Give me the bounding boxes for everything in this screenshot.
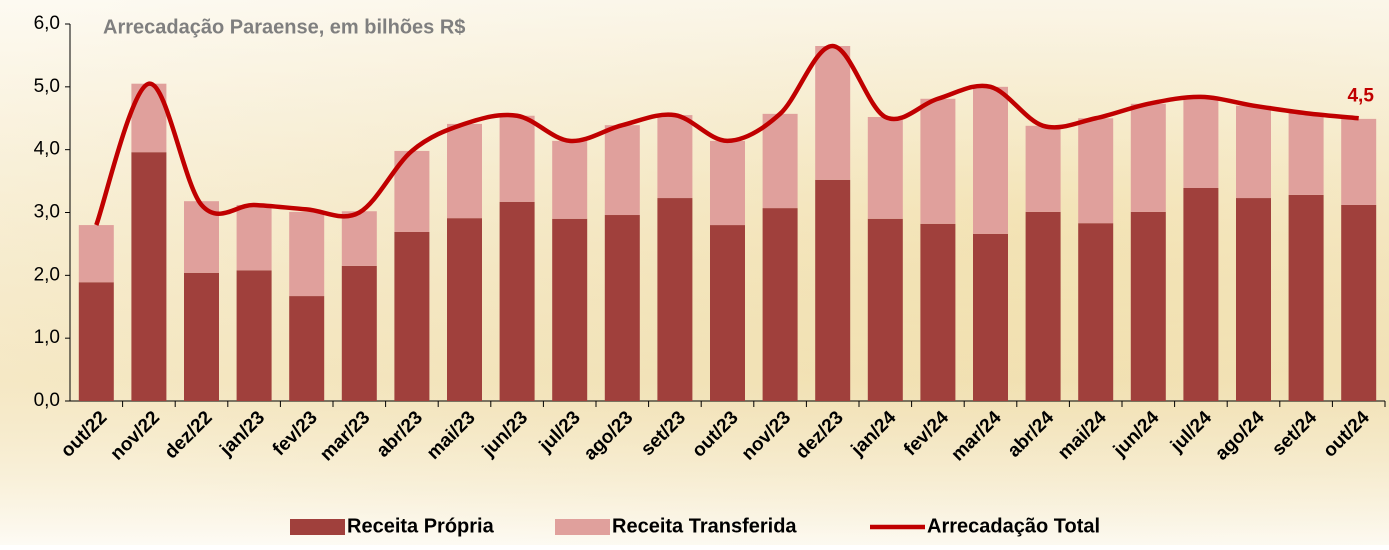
bar [1026, 126, 1061, 212]
bar [920, 99, 955, 224]
bar [500, 116, 535, 202]
legend-swatch [555, 519, 610, 535]
bar [1131, 212, 1166, 401]
bar [500, 202, 535, 401]
bar [973, 87, 1008, 234]
bar [657, 198, 692, 401]
bar [920, 224, 955, 401]
bar [447, 218, 482, 401]
bar [237, 270, 272, 401]
bar [1078, 118, 1113, 223]
y-tick-label: 0,0 [34, 390, 60, 411]
chart: Arrecadação Paraense, em bilhões R$ Rece… [0, 0, 1389, 545]
bar [342, 266, 377, 401]
bar [763, 114, 798, 208]
bar [79, 282, 114, 401]
bar [289, 212, 324, 296]
bar [1183, 188, 1218, 401]
bar [1026, 212, 1061, 401]
y-tick-label: 3,0 [34, 202, 60, 223]
bar [763, 208, 798, 401]
bar [868, 117, 903, 219]
legend-label: Arrecadação Total [927, 515, 1100, 537]
bar [973, 234, 1008, 401]
bar [237, 205, 272, 270]
bar [815, 46, 850, 180]
bar [1341, 119, 1376, 205]
bar [552, 141, 587, 219]
bar [815, 180, 850, 401]
legend-label: Receita Transferida [612, 515, 797, 537]
y-tick-label: 5,0 [34, 76, 60, 97]
bar [657, 115, 692, 198]
legend-swatch [290, 519, 345, 535]
bar [342, 211, 377, 266]
bar [1078, 223, 1113, 401]
data-label: 4,5 [1347, 85, 1374, 106]
bar [394, 232, 429, 401]
bar [710, 141, 745, 225]
bar [1289, 195, 1324, 401]
bar [1183, 97, 1218, 188]
legend: Receita Própria Receita Transferida Arreca… [290, 515, 1100, 537]
bar [868, 219, 903, 401]
bar [131, 152, 166, 401]
bar [1131, 104, 1166, 212]
y-tick-label: 2,0 [34, 264, 60, 285]
bar [605, 125, 640, 215]
legend-label: Receita Própria [347, 515, 495, 537]
y-tick-label: 6,0 [34, 13, 60, 34]
bar [552, 219, 587, 401]
y-tick-label: 1,0 [34, 327, 60, 348]
bar [605, 215, 640, 401]
bar [1236, 198, 1271, 401]
bar [289, 296, 324, 401]
bar [184, 273, 219, 401]
bar [1289, 113, 1324, 195]
chart-title: Arrecadação Paraense, em bilhões R$ [103, 16, 465, 38]
bar [710, 225, 745, 401]
bar [1236, 106, 1271, 198]
bar [79, 225, 114, 282]
bar [447, 124, 482, 218]
bar [1341, 205, 1376, 401]
y-tick-label: 4,0 [34, 139, 60, 160]
